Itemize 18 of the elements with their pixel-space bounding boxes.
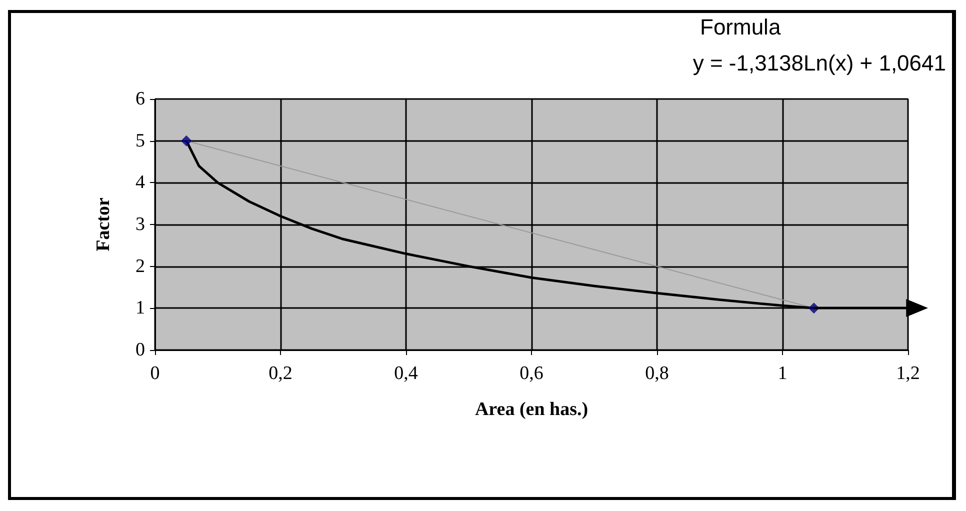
x-tick-label: 0,4 xyxy=(394,363,418,384)
x-tick-label: 0,2 xyxy=(268,363,292,384)
y-tick-label: 5 xyxy=(136,130,145,152)
x-tick-label: 1,2 xyxy=(896,363,920,384)
text: y = -1,3138Ln(x) + 1,0641 xyxy=(692,50,946,76)
x-tick-label: 0,8 xyxy=(645,363,669,384)
y-axis-title: Factor xyxy=(93,197,114,252)
y-tick-label: 4 xyxy=(136,172,146,194)
y-tick-label: 6 xyxy=(136,88,145,110)
x-tick-label: 0 xyxy=(150,363,160,384)
y-tick-label: 1 xyxy=(136,298,145,319)
x-tick-label: 0,6 xyxy=(520,363,544,384)
text: Formula xyxy=(700,14,782,40)
y-tick-label: 0 xyxy=(136,340,145,360)
x-tick-label: 1 xyxy=(778,363,788,384)
x-axis-title: Area (en has.) xyxy=(474,399,588,420)
y-tick-label: 3 xyxy=(136,214,145,235)
y-tick-label: 2 xyxy=(136,256,145,277)
